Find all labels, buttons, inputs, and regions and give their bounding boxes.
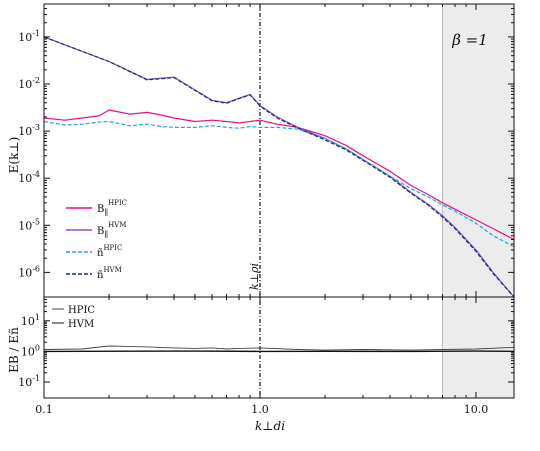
y-tick-label-top: 10-3: [18, 123, 40, 138]
y-tick-label-top: 10-5: [18, 217, 40, 232]
y-tick-label-top: 10-4: [18, 170, 40, 185]
y-tick-label-top: 10-1: [18, 29, 40, 44]
legend-top: B∥HPIC B∥HVM ñHPIC ñHVM: [66, 199, 127, 281]
y-axis-label-bottom: EB / Eñ: [7, 327, 21, 373]
legend-bottom: HPIC HVM: [52, 305, 95, 330]
y-tick-label-top: 10-6: [18, 264, 40, 279]
bottom-frame: [43, 296, 515, 399]
y-tick-label-top: 10-2: [18, 76, 40, 91]
y-tick-label-bottom: 100: [21, 343, 40, 358]
x-tick-label: 10.0: [464, 403, 489, 416]
x-axis-label: k⊥di: [255, 419, 285, 433]
series-line-3: [43, 120, 515, 248]
ratio-line-1: [43, 345, 515, 351]
x-tick-label: 0.1: [35, 403, 53, 416]
legend-label-top: ñHVM: [97, 266, 122, 281]
legend-label-bottom: HVM: [68, 319, 94, 330]
legend-label-top: ñHPIC: [97, 244, 122, 259]
bottom-panel: 101 100 10-1 0.1 1.0 10.0 HPIC HVM: [18, 296, 515, 416]
y-axis-label-top: E(k⊥): [7, 137, 21, 174]
beta-annotation: β =1: [451, 31, 488, 49]
y-tick-label-bottom: 10-1: [18, 374, 40, 389]
series-line-1: [43, 109, 515, 241]
shaded-region: [442, 4, 514, 398]
y-tick-label-bottom: 101: [21, 313, 40, 328]
x-tick-label: 1.0: [251, 403, 269, 416]
series-line-4: [43, 36, 515, 298]
legend-label-top: B∥HPIC: [97, 199, 127, 217]
series-line-2: [43, 36, 515, 298]
legend-label-bottom: HPIC: [68, 305, 95, 316]
legend-label-top: B∥HVM: [97, 221, 126, 239]
top-panel: 10-1 10-2 10-3 10-4 10-5 10-6 B∥HPIC B∥HVM ñHPIC…: [18, 3, 515, 398]
vline-annotation: k⊥ρi: [248, 263, 261, 290]
